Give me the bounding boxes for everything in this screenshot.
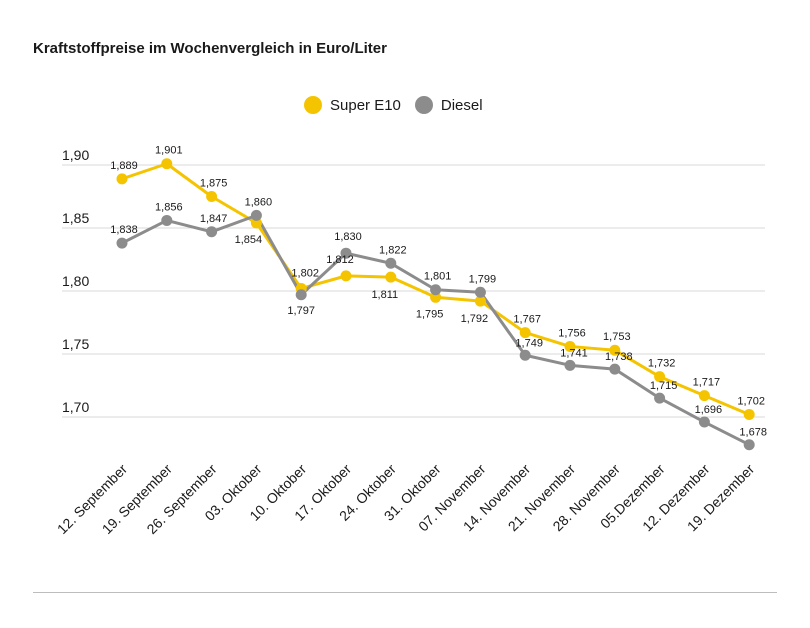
legend-item-diesel: Diesel: [414, 96, 483, 114]
data-point-diesel: [116, 237, 128, 249]
data-point-super-e10: [340, 270, 352, 282]
data-label-diesel: 1,741: [560, 347, 588, 359]
data-label-super-e10: 1,811: [371, 289, 398, 301]
data-point-diesel: [698, 416, 710, 428]
data-point-diesel: [295, 289, 307, 301]
data-label-super-e10: 1,756: [558, 327, 586, 339]
data-label-diesel: 1,838: [110, 224, 138, 236]
bottom-divider: [33, 592, 777, 593]
data-point-super-e10: [654, 371, 666, 383]
data-point-diesel: [564, 359, 576, 371]
data-label-super-e10: 1,702: [737, 395, 765, 407]
data-label-super-e10: 1,792: [461, 313, 489, 325]
data-label-diesel: 1,715: [650, 380, 678, 392]
data-point-diesel: [385, 257, 397, 269]
legend: Super E10 Diesel: [304, 96, 497, 114]
y-tick-label: 1,70: [62, 399, 89, 415]
data-point-diesel: [250, 209, 262, 221]
data-label-diesel: 1,749: [515, 337, 543, 349]
data-label-diesel: 1,797: [287, 305, 315, 317]
data-point-diesel: [430, 284, 442, 296]
chart-title: Kraftstoffpreise im Wochenvergleich in E…: [33, 40, 387, 57]
data-label-super-e10: 1,753: [603, 331, 631, 343]
data-label-diesel: 1,822: [379, 244, 407, 256]
legend-marker-super-e10: [304, 96, 322, 114]
data-point-super-e10: [161, 158, 173, 170]
data-point-super-e10: [519, 327, 531, 339]
data-point-diesel: [519, 349, 531, 361]
data-point-diesel: [474, 286, 486, 298]
data-label-super-e10: 1,875: [200, 178, 228, 190]
y-tick-label: 1,90: [62, 147, 89, 163]
data-point-super-e10: [116, 173, 128, 185]
data-point-super-e10: [564, 340, 576, 352]
data-point-super-e10: [206, 191, 218, 202]
data-label-diesel: 1,830: [334, 231, 362, 243]
y-tick-label: 1,80: [62, 273, 89, 289]
legend-label-diesel: Diesel: [440, 96, 483, 114]
data-label-diesel: 1,678: [739, 427, 767, 439]
data-label-diesel: 1,847: [200, 213, 228, 225]
y-tick-label: 1,85: [62, 210, 89, 226]
data-label-super-e10: 1,812: [326, 254, 354, 266]
data-label-super-e10: 1,795: [416, 308, 444, 320]
data-label-diesel: 1,696: [695, 404, 723, 416]
data-label-super-e10: 1,767: [513, 314, 541, 326]
data-label-diesel: 1,856: [155, 201, 183, 213]
y-tick-label: 1,75: [62, 336, 89, 352]
data-point-diesel: [609, 363, 621, 375]
data-label-super-e10: 1,854: [235, 234, 263, 246]
legend-label-super-e10: Super E10: [330, 96, 401, 114]
data-point-super-e10: [430, 291, 442, 303]
data-point-super-e10: [698, 390, 710, 402]
data-label-diesel: 1,860: [245, 196, 273, 208]
data-point-diesel: [161, 214, 173, 226]
data-label-diesel: 1,799: [469, 273, 497, 285]
data-point-super-e10: [743, 408, 755, 420]
data-point-diesel: [206, 226, 218, 238]
series-line-diesel: [120, 213, 751, 447]
data-label-super-e10: 1,889: [110, 160, 138, 172]
data-point-super-e10: [474, 295, 486, 307]
legend-item-super-e10: Super E10: [304, 96, 401, 114]
data-label-super-e10: 1,732: [648, 358, 676, 370]
data-label-diesel: 1,801: [424, 271, 452, 283]
data-label-super-e10: 1,901: [155, 145, 183, 157]
data-label-super-e10: 1,717: [693, 377, 721, 389]
data-point-diesel: [340, 247, 352, 259]
data-label-super-e10: 1,802: [291, 267, 319, 279]
data-point-super-e10: [250, 217, 262, 229]
data-point-diesel: [743, 439, 755, 451]
data-point-super-e10: [385, 271, 397, 283]
data-point-diesel: [654, 392, 666, 404]
legend-marker-diesel: [414, 96, 433, 114]
data-label-diesel: 1,738: [605, 351, 633, 363]
data-point-super-e10: [609, 344, 621, 356]
